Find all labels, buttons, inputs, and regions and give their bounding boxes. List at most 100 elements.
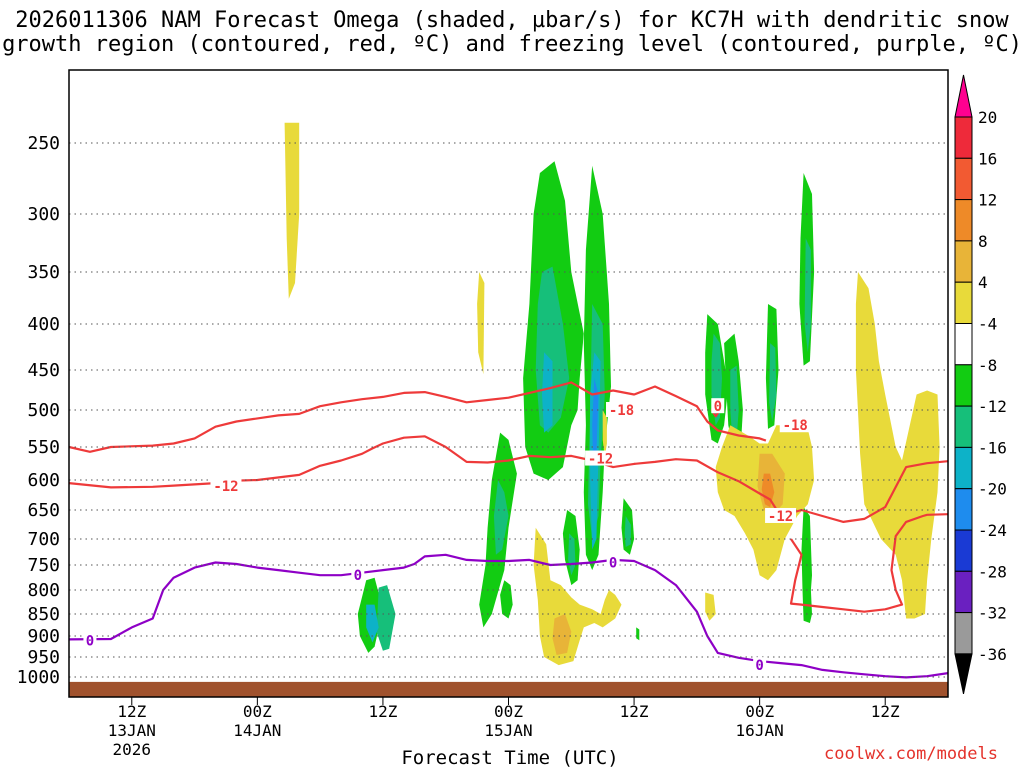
- y-label-950: 950: [27, 647, 60, 668]
- colorbar-swatch-6: [954, 364, 973, 407]
- x-axis-title: Forecast Time (UTC): [401, 747, 618, 768]
- contour-label-4: -12: [768, 509, 793, 525]
- contour-label-3: -12: [213, 479, 238, 495]
- y-label-550: 550: [27, 437, 60, 458]
- contour-label-bg-0: [606, 402, 638, 417]
- colorbar-bottom-arrow: [954, 653, 973, 695]
- y-label-800: 800: [27, 580, 60, 601]
- omega-neg-ad: [769, 343, 777, 422]
- omega-neg-e: [366, 604, 379, 643]
- colorbar-swatch-9: [954, 488, 973, 531]
- contour-label-bg-4: [765, 507, 797, 523]
- contour-label-bg-1: [779, 417, 811, 433]
- omega-shading-layer: [284, 122, 940, 666]
- colorbar-label-6: -8: [978, 356, 997, 375]
- y-label-500: 500: [27, 400, 60, 421]
- omega-neg-o: [592, 378, 599, 468]
- colorbar-swatch-5: [954, 323, 973, 366]
- colorbar-label-1: 16: [978, 149, 997, 168]
- contour-layer: [68, 381, 949, 679]
- ground-surface: [69, 681, 948, 697]
- y-label-700: 700: [27, 529, 60, 550]
- colorbar-label-11: -28: [978, 562, 1007, 581]
- y-label-600: 600: [27, 470, 60, 491]
- colorbar-top-arrow: [954, 74, 973, 118]
- colorbar-label-3: 8: [978, 232, 988, 251]
- omega-pos-v: [552, 614, 572, 655]
- colorbar-swatch-3: [954, 240, 973, 283]
- y-label-650: 650: [27, 500, 60, 521]
- contour-label-9: 0: [714, 399, 722, 415]
- colorbar-swatch-0: [954, 116, 973, 159]
- colorbar-label-13: -36: [978, 645, 1007, 664]
- x-label-0: 12Z: [117, 702, 146, 721]
- x-date-5: 16JAN: [736, 721, 784, 740]
- contour-label-1: -18: [783, 418, 808, 434]
- x-label-2: 12Z: [368, 702, 397, 721]
- x-date-1: 14JAN: [233, 721, 281, 740]
- contour-label-bg-3: [210, 478, 242, 494]
- contour-label-bg-7: [606, 554, 620, 570]
- contour-label-6: 0: [354, 568, 362, 584]
- x-label-3: 00Z: [494, 702, 523, 721]
- y-label-450: 450: [27, 360, 60, 381]
- x-label-1: 00Z: [243, 702, 272, 721]
- colorbar-swatch-7: [954, 405, 973, 448]
- colorbar-label-5: -4: [978, 315, 997, 334]
- contour-label-bg-2: [585, 450, 617, 466]
- omega-pos-x: [705, 592, 716, 621]
- contour-label-2: -12: [588, 452, 613, 468]
- omega-neg-s: [624, 516, 631, 547]
- omega-pos-aj: [761, 473, 775, 508]
- contour-label-bg-9: [711, 398, 725, 414]
- omega-neg-k: [542, 352, 553, 433]
- colorbar: 20 16 12 8 4 -4 -8 -12 -16 -20 -24 -28 -32 -36: [954, 74, 1007, 695]
- contour-freezing-0: [68, 553, 949, 679]
- colorbar-swatch-last: [954, 612, 973, 655]
- contour-labels: -18 -18 -12 -12 -12 0 0 0 0 0: [83, 398, 811, 674]
- y-label-300: 300: [27, 204, 60, 225]
- contour-dgz-12: [68, 435, 949, 523]
- x-year-0: 2026: [113, 740, 152, 759]
- omega-neg-d: [376, 585, 396, 651]
- contour-label-bg-8: [753, 657, 767, 673]
- y-label-750: 750: [27, 555, 60, 576]
- y-label-400: 400: [27, 314, 60, 335]
- omega-neg-h: [500, 580, 513, 619]
- colorbar-label-9: -20: [978, 480, 1007, 499]
- y-label-850: 850: [27, 604, 60, 625]
- x-date-3: 15JAN: [484, 721, 532, 740]
- x-label-5: 00Z: [745, 702, 774, 721]
- credit-text: coolwx.com/models: [824, 744, 998, 764]
- y-label-1000: 1000: [17, 667, 60, 688]
- contour-label-0: -18: [609, 403, 634, 419]
- colorbar-label-7: -12: [978, 397, 1007, 416]
- y-axis-labels: 2503003504004505005506006507007508008509…: [17, 133, 60, 688]
- colorbar-swatch-2: [954, 199, 973, 242]
- chart-title-line-1: 2026011306 NAM Forecast Omega (shaded, µ…: [15, 8, 1009, 33]
- x-label-4: 12Z: [620, 702, 649, 721]
- gridline-layer: [69, 142, 948, 705]
- colorbar-swatch-1: [954, 157, 973, 201]
- colorbar-label-12: -32: [978, 604, 1007, 623]
- y-label-900: 900: [27, 626, 60, 647]
- colorbar-label-10: -24: [978, 521, 1007, 540]
- omega-neg-g: [493, 480, 509, 555]
- omega-neg-ab: [730, 365, 739, 440]
- contour-label-bg-5: [83, 632, 97, 648]
- colorbar-swatch-8: [954, 446, 973, 490]
- omega-pos-t: [602, 410, 607, 458]
- x-date-0: 13JAN: [108, 721, 156, 740]
- colorbar-swatch-11: [954, 570, 973, 614]
- colorbar-label-0: 20: [978, 108, 997, 127]
- chart-title-line-2: growth region (contoured, red, ºC) and f…: [2, 32, 1022, 57]
- colorbar-label-2: 12: [978, 191, 997, 210]
- colorbar-swatch-10: [954, 529, 973, 572]
- y-label-350: 350: [27, 262, 60, 283]
- contour-label-8: 0: [755, 658, 763, 674]
- omega-pos-a: [284, 122, 300, 299]
- x-label-6: 12Z: [871, 702, 900, 721]
- contour-contour-right: [789, 513, 949, 613]
